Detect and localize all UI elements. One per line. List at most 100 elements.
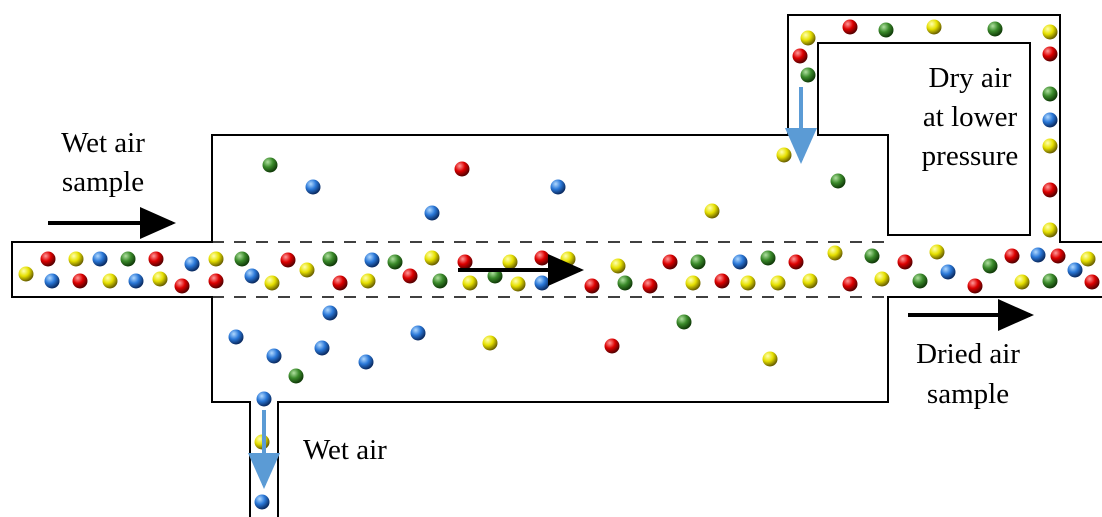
molecule [987, 21, 1003, 37]
molecule [926, 19, 942, 35]
molecule [262, 157, 278, 173]
molecule [740, 275, 756, 291]
molecule [762, 351, 778, 367]
molecule [72, 273, 88, 289]
molecule [148, 251, 164, 267]
molecule [152, 271, 168, 287]
molecule [120, 251, 136, 267]
molecule [604, 338, 620, 354]
label: at lower [923, 101, 1018, 133]
molecule [332, 275, 348, 291]
molecule [864, 248, 880, 264]
molecule [305, 179, 321, 195]
molecule [432, 273, 448, 289]
label: Wet air [303, 434, 387, 466]
molecule [314, 340, 330, 356]
label: sample [62, 166, 144, 198]
molecule [208, 273, 224, 289]
molecule [912, 273, 928, 289]
molecule [1042, 46, 1058, 62]
molecule [1042, 138, 1058, 154]
molecule [802, 273, 818, 289]
molecule [792, 48, 808, 64]
molecule [280, 252, 296, 268]
molecule [1042, 24, 1058, 40]
molecule [1080, 251, 1096, 267]
molecule [830, 173, 846, 189]
molecule [360, 273, 376, 289]
molecule [732, 254, 748, 270]
molecule [610, 258, 626, 274]
molecule [1042, 112, 1058, 128]
molecule [288, 368, 304, 384]
molecule [502, 254, 518, 270]
molecule [462, 275, 478, 291]
molecule [457, 254, 473, 270]
molecule [534, 250, 550, 266]
molecule [776, 147, 792, 163]
molecule [685, 275, 701, 291]
molecule [254, 494, 270, 510]
molecule [800, 30, 816, 46]
molecule [322, 305, 338, 321]
molecule [410, 325, 426, 341]
molecule [897, 254, 913, 270]
molecule [234, 251, 250, 267]
molecule [642, 278, 658, 294]
molecule [92, 251, 108, 267]
molecule [584, 278, 600, 294]
molecule [40, 251, 56, 267]
molecule [842, 276, 858, 292]
molecule [228, 329, 244, 345]
molecule [387, 254, 403, 270]
molecule [560, 251, 576, 267]
molecule [1042, 273, 1058, 289]
label: Dried air [916, 338, 1020, 370]
molecule [487, 268, 503, 284]
molecule [358, 354, 374, 370]
molecule [256, 391, 272, 407]
molecule [617, 275, 633, 291]
molecule [967, 278, 983, 294]
molecule [264, 275, 280, 291]
molecule [1014, 274, 1030, 290]
molecule [940, 264, 956, 280]
molecule [208, 251, 224, 267]
molecule [1004, 248, 1020, 264]
molecule [760, 250, 776, 266]
molecule [827, 245, 843, 261]
molecule [244, 268, 260, 284]
molecule [68, 251, 84, 267]
molecule [102, 273, 118, 289]
molecule [1084, 274, 1100, 290]
label: pressure [922, 140, 1019, 172]
molecule [174, 278, 190, 294]
molecule [424, 250, 440, 266]
molecule [510, 276, 526, 292]
molecule [982, 258, 998, 274]
molecule [788, 254, 804, 270]
molecule [874, 271, 890, 287]
molecule [424, 205, 440, 221]
molecule [1042, 222, 1058, 238]
molecule [770, 275, 786, 291]
molecule [662, 254, 678, 270]
molecule [842, 19, 858, 35]
molecule [299, 262, 315, 278]
molecule [18, 266, 34, 282]
molecule [454, 161, 470, 177]
molecule [128, 273, 144, 289]
label: Wet air [61, 127, 145, 159]
molecule [1042, 182, 1058, 198]
molecule [184, 256, 200, 272]
molecule [1067, 262, 1083, 278]
molecule [1042, 86, 1058, 102]
molecule [714, 273, 730, 289]
molecule [482, 335, 498, 351]
molecule [266, 348, 282, 364]
molecule [1050, 248, 1066, 264]
molecule [550, 179, 566, 195]
molecule [1030, 247, 1046, 263]
molecule [878, 22, 894, 38]
molecule [402, 268, 418, 284]
